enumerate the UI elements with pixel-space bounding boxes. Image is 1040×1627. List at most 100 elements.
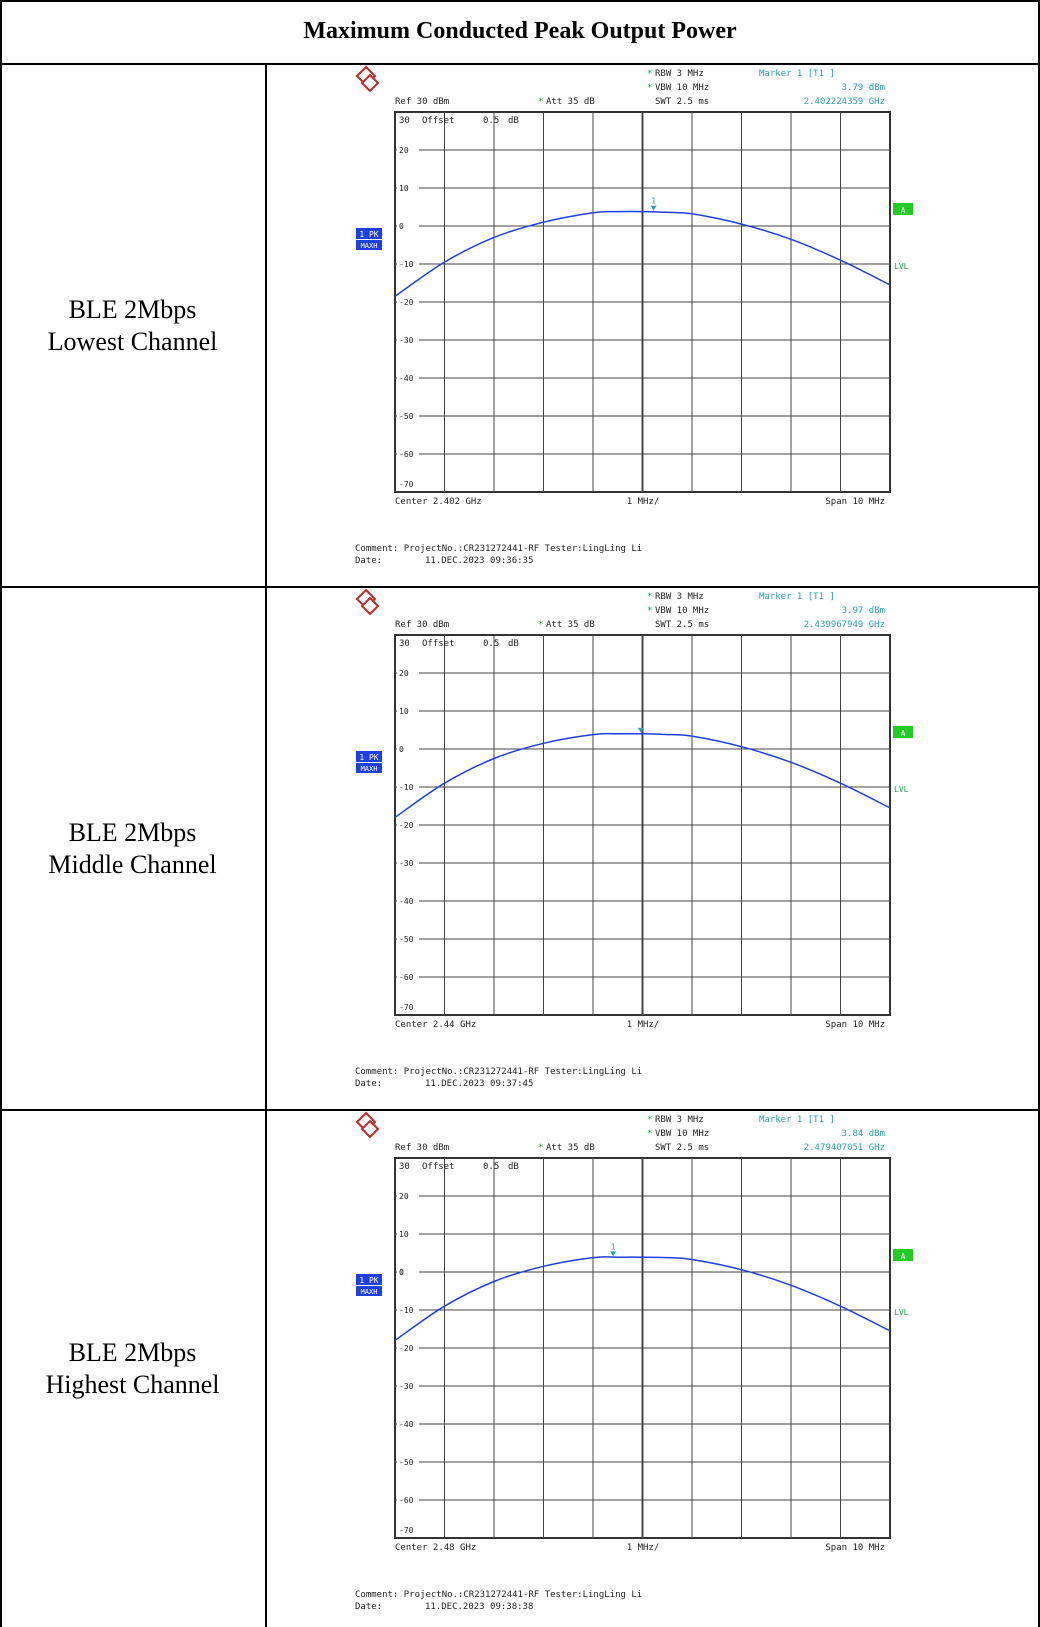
attenuation-label: Att 35 dB	[546, 1143, 595, 1153]
y-tick-label-bg	[397, 706, 419, 716]
rbw-label: RBW 3 MHz	[655, 592, 704, 602]
marker-point	[650, 205, 657, 211]
comment-line: Comment: ProjectNo.:CR231272441-RF Teste…	[355, 1067, 642, 1077]
y-tick-label: -10	[399, 1306, 414, 1315]
span-label: Span 10 MHz	[825, 1020, 885, 1030]
frequency-per-div-label: 1 MHz/	[627, 497, 660, 507]
trace-badge-pk: 1 PK	[359, 230, 378, 239]
y-tick-label-bg	[397, 221, 419, 231]
y-tick-label-bg	[397, 1525, 419, 1535]
offset-value: 0.5	[483, 1162, 499, 1172]
trace-badge-a: A	[901, 206, 906, 215]
rohde-schwarz-logo	[355, 65, 380, 93]
y-tick-label: -40	[399, 1420, 414, 1429]
row-label-line1: BLE 2Mbps	[68, 817, 197, 847]
span-label: Span 10 MHz	[825, 1543, 885, 1553]
y-tick-label-bg	[397, 1229, 419, 1239]
spectrum-plot-middle: Ref 30 dBm * Att 35 dB* RBW 3 MHz* VBW 10 MH…	[355, 588, 913, 1089]
offset-label: Offset	[422, 116, 455, 126]
ref-level-label: Ref 30 dBm	[395, 97, 449, 107]
date-value: 11.DEC.2023 09:36:35	[425, 556, 533, 566]
marker-frequency: 2.439967949 GHz	[804, 620, 885, 630]
trace-line	[394, 210, 891, 297]
vbw-star: *	[647, 606, 652, 616]
marker-level: 3.79 dBm	[842, 83, 885, 93]
trace-badge-pk: 1 PK	[359, 753, 378, 762]
trace-badge-maxh-bg	[356, 1286, 382, 1296]
y-tick-label-bg	[397, 373, 419, 383]
rbw-star: *	[647, 69, 652, 79]
trace-badge-pk-bg	[356, 1274, 382, 1285]
ref-level-label: Ref 30 dBm	[395, 1143, 449, 1153]
row-label-line1: BLE 2Mbps	[68, 294, 197, 324]
trace-badge-pk: 1 PK	[359, 1276, 378, 1285]
vbw-star: *	[647, 83, 652, 93]
trace-badge-maxh: MAXH	[361, 242, 378, 250]
marker-level: 3.97 dBm	[842, 606, 885, 616]
trace-line	[394, 1256, 891, 1342]
y-tick-label-bg	[397, 668, 419, 678]
offset-value: 0.5	[483, 116, 499, 126]
y-tick-label-bg	[397, 1305, 419, 1315]
trace-badge-maxh-bg	[356, 763, 382, 773]
y-tick-label: -10	[399, 783, 414, 792]
marker-level: 3.84 dBm	[842, 1129, 885, 1139]
y-tick-label: 10	[399, 184, 409, 193]
y-tick-label: -30	[399, 1382, 414, 1391]
span-label: Span 10 MHz	[825, 497, 885, 507]
trace-badge-maxh: MAXH	[361, 765, 378, 773]
y-tick-label-bg	[397, 1419, 419, 1429]
rbw-label: RBW 3 MHz	[655, 69, 704, 79]
y-tick-label-bg	[397, 259, 419, 269]
trace-badge-maxh: MAXH	[361, 1288, 378, 1296]
frequency-per-div-label: 1 MHz/	[627, 1543, 660, 1553]
offset-label: Offset	[422, 1162, 455, 1172]
table-border-left	[0, 0, 2, 1627]
y-tick-label: 20	[399, 1192, 409, 1201]
row-label-lowest: BLE 2Mbps Lowest Channel	[0, 65, 265, 586]
y-tick-label: -20	[399, 1344, 414, 1353]
ref-level-tick: 30	[399, 1162, 410, 1172]
spectrum-plot-highest: Ref 30 dBm * Att 35 dB* RBW 3 MHz* VBW 10 MH…	[355, 1111, 913, 1612]
y-tick-label-bg	[397, 411, 419, 421]
row-label-middle: BLE 2Mbps Middle Channel	[0, 588, 265, 1109]
marker-number: 1	[611, 1242, 616, 1251]
y-tick-label: 0	[399, 745, 404, 754]
y-tick-label: -40	[399, 374, 414, 383]
rbw-star: *	[647, 592, 652, 602]
y-tick-label: -70	[399, 1526, 414, 1535]
att-star: *	[538, 97, 543, 107]
ref-level-label: Ref 30 dBm	[395, 620, 449, 630]
y-tick-label-bg	[397, 479, 419, 489]
comment-line: Comment: ProjectNo.:CR231272441-RF Teste…	[355, 544, 642, 554]
table-border-column	[265, 63, 267, 1627]
y-tick-label-bg	[397, 183, 419, 193]
vbw-label: VBW 10 MHz	[655, 1129, 709, 1139]
att-star: *	[538, 620, 543, 630]
y-tick-label: -50	[399, 412, 414, 421]
marker-point	[610, 1251, 617, 1257]
y-tick-label-bg	[397, 1343, 419, 1353]
y-tick-label-bg	[397, 972, 419, 982]
y-tick-label: 10	[399, 707, 409, 716]
lvl-label: LVL	[894, 1308, 909, 1317]
trace-badge-maxh-bg	[356, 240, 382, 250]
offset-unit: dB	[508, 639, 519, 649]
trace-badge-a-bg	[893, 1249, 913, 1261]
offset-unit: dB	[508, 1162, 519, 1172]
date-label: Date:	[355, 556, 382, 566]
y-tick-label: -40	[399, 897, 414, 906]
sweep-time-label: SWT 2.5 ms	[655, 620, 709, 630]
y-tick-label-bg	[397, 1457, 419, 1467]
date-label: Date:	[355, 1602, 382, 1612]
sweep-time-label: SWT 2.5 ms	[655, 1143, 709, 1153]
row-label-highest: BLE 2Mbps Highest Channel	[0, 1111, 265, 1627]
rbw-star: *	[647, 1115, 652, 1125]
y-tick-label-bg	[397, 449, 419, 459]
marker-point	[637, 727, 644, 733]
trace-line	[394, 732, 891, 819]
spectrum-plot-lowest: Ref 30 dBm * Att 35 dB* RBW 3 MHz* VBW 10 MH…	[355, 65, 913, 566]
y-tick-label-bg	[397, 1267, 419, 1277]
table-border-row2	[0, 1109, 1040, 1111]
